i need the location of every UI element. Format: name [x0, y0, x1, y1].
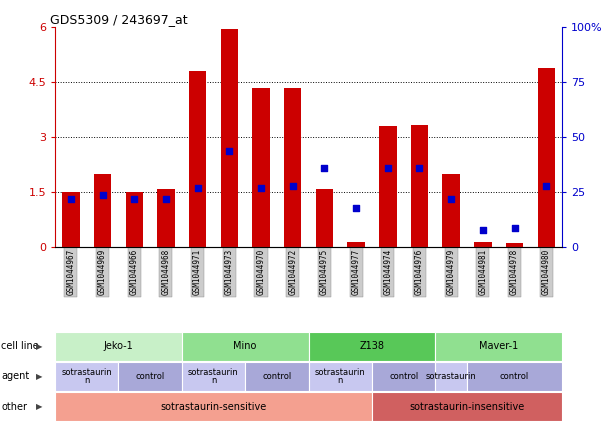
Bar	[435, 362, 467, 391]
Point	[541, 182, 551, 189]
Bar	[189, 71, 207, 247]
Point	[130, 196, 139, 203]
Text: sotrastaurin
n: sotrastaurin n	[315, 368, 365, 385]
Bar	[435, 332, 562, 361]
Bar	[506, 243, 523, 247]
Point	[383, 165, 393, 172]
Text: control: control	[500, 372, 529, 381]
Text: Mino: Mino	[233, 341, 257, 352]
Text: control: control	[389, 372, 419, 381]
Bar	[348, 242, 365, 247]
Point	[510, 224, 519, 231]
Text: sotrastaurin
n: sotrastaurin n	[61, 368, 112, 385]
Bar	[125, 192, 143, 247]
Point	[446, 196, 456, 203]
Bar	[182, 332, 309, 361]
Point	[161, 196, 171, 203]
Text: ▶: ▶	[37, 372, 43, 381]
Point	[320, 165, 329, 172]
Text: Z138: Z138	[359, 341, 384, 352]
Bar	[379, 126, 397, 247]
Bar	[442, 174, 460, 247]
Bar	[94, 174, 111, 247]
Bar	[157, 189, 175, 247]
Point	[66, 196, 76, 203]
Text: cell line: cell line	[1, 341, 39, 352]
Bar	[245, 362, 309, 391]
Bar	[316, 189, 333, 247]
Bar	[372, 392, 562, 421]
Point	[415, 165, 425, 172]
Point	[256, 185, 266, 192]
Point	[351, 204, 361, 211]
Bar	[309, 332, 435, 361]
Bar	[284, 88, 301, 247]
Bar	[538, 68, 555, 247]
Point	[288, 182, 298, 189]
Point	[224, 147, 234, 154]
Point	[98, 191, 108, 198]
Bar	[119, 362, 182, 391]
Bar	[252, 88, 269, 247]
Bar	[309, 362, 372, 391]
Text: sotrastaurin
n: sotrastaurin n	[188, 368, 239, 385]
Text: ▶: ▶	[37, 342, 43, 351]
Bar	[62, 192, 79, 247]
Bar	[55, 332, 182, 361]
Text: GDS5309 / 243697_at: GDS5309 / 243697_at	[50, 14, 188, 26]
Point	[192, 185, 202, 192]
Text: Maver-1: Maver-1	[479, 341, 518, 352]
Text: sotrastaurin: sotrastaurin	[426, 372, 477, 381]
Text: sotrastaurin-insensitive: sotrastaurin-insensitive	[409, 401, 525, 412]
Text: Jeko-1: Jeko-1	[103, 341, 133, 352]
Text: control: control	[262, 372, 291, 381]
Text: sotrastaurin-sensitive: sotrastaurin-sensitive	[160, 401, 266, 412]
Text: control: control	[136, 372, 165, 381]
Text: agent: agent	[1, 371, 29, 382]
Bar	[182, 362, 245, 391]
Bar	[55, 392, 372, 421]
Text: other: other	[1, 401, 27, 412]
Bar	[221, 29, 238, 247]
Bar	[55, 362, 119, 391]
Point	[478, 226, 488, 233]
Bar	[372, 362, 436, 391]
Text: ▶: ▶	[37, 402, 43, 411]
Bar	[467, 362, 562, 391]
Bar	[474, 242, 492, 247]
Bar	[411, 125, 428, 247]
